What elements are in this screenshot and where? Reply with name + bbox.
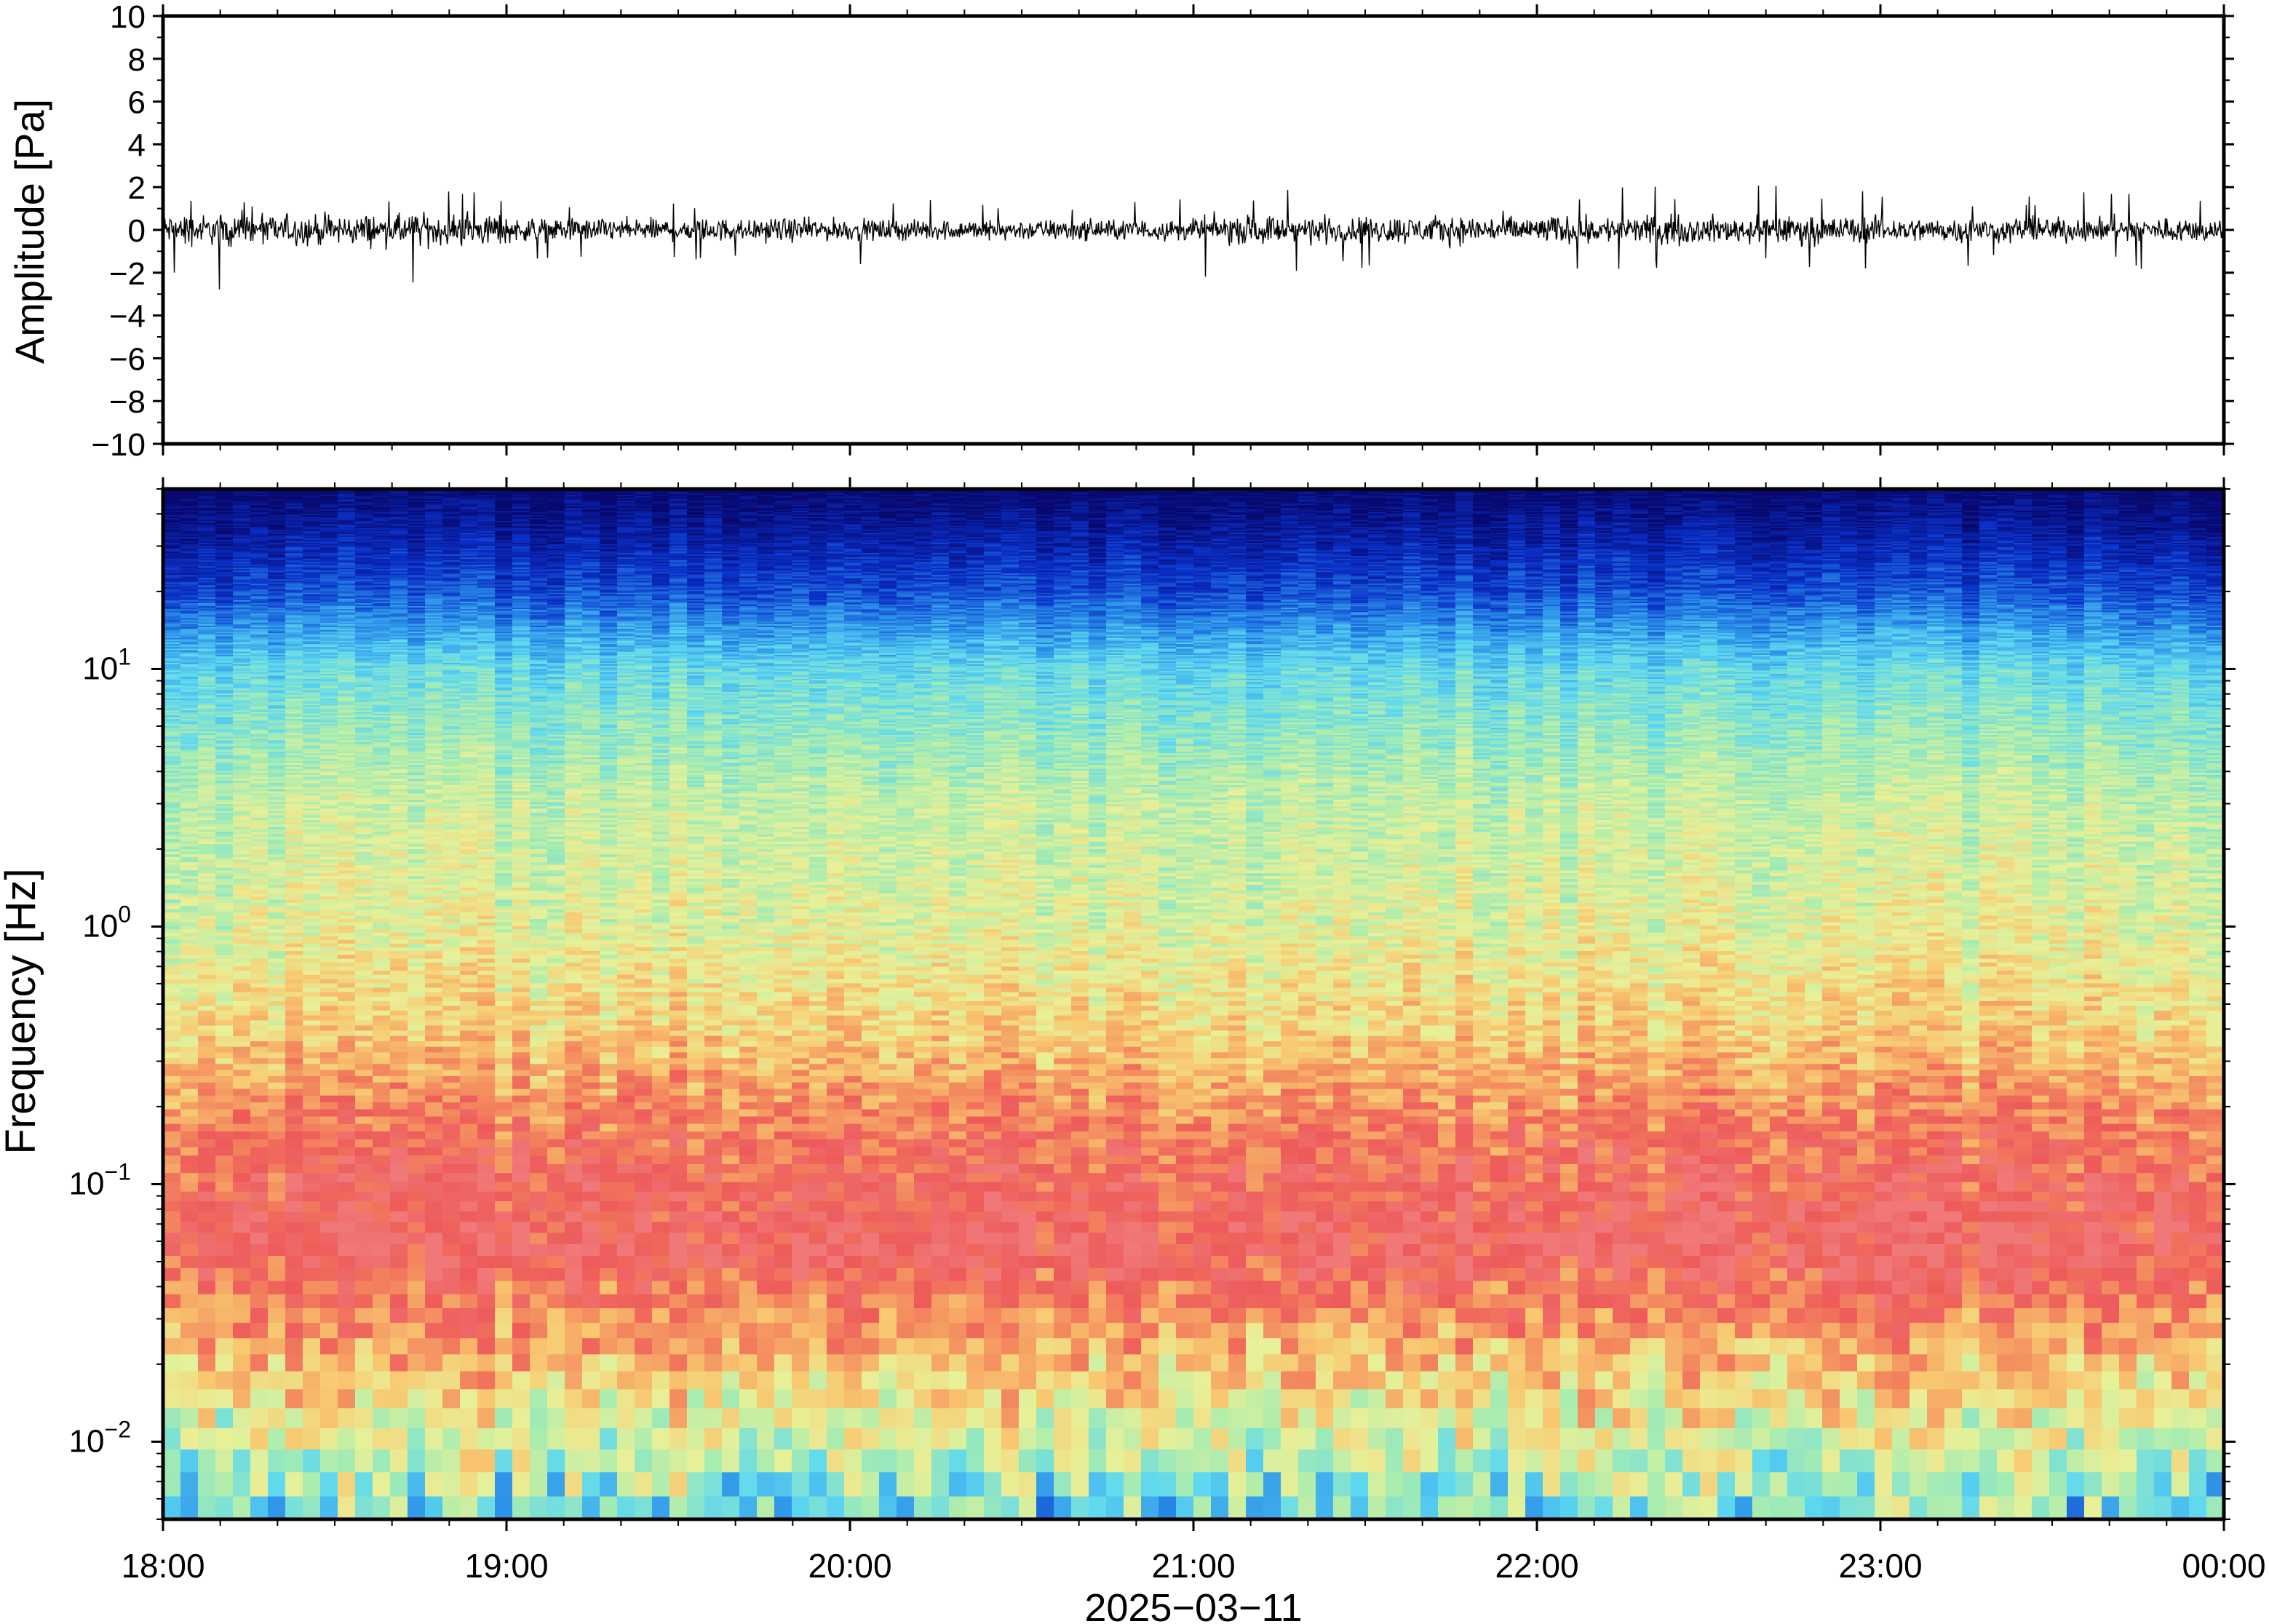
- wave-y-tick-label: 10: [110, 0, 146, 35]
- wave-y-tick-label: 4: [128, 127, 146, 163]
- wave-y-tick-label: −6: [109, 341, 146, 377]
- waveform-panel: 10 8 6 4 2 0 −2 −4 −6 −8 −10 Amplitude [Pa]: [7, 0, 2234, 463]
- waveform-line: [164, 186, 2224, 290]
- wave-y-tick-label: 2: [128, 170, 146, 206]
- waveform-y-label: Amplitude [Pa]: [7, 99, 52, 364]
- wave-y-tick-label: 6: [128, 85, 146, 121]
- wave-y-tick-label: 0: [128, 213, 146, 249]
- waveform-trace: [164, 186, 2224, 290]
- wave-y-tick-label: −8: [109, 384, 146, 420]
- wave-y-tick-label: −4: [109, 299, 146, 335]
- wave-y-tick-label: −2: [109, 256, 146, 292]
- wave-y-tick-label: −10: [91, 427, 146, 463]
- wave-y-tick-label: 8: [128, 42, 146, 78]
- spectrogram-heatmap: [163, 489, 2225, 1523]
